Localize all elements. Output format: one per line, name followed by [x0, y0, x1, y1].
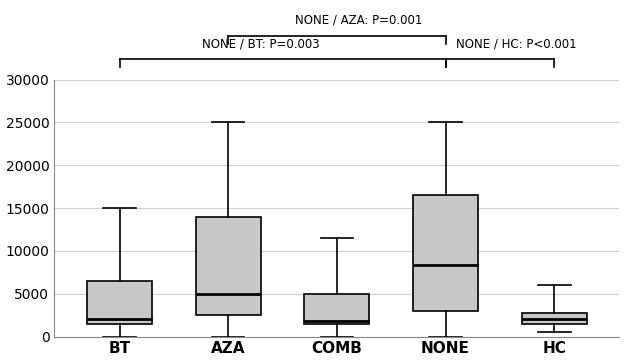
Text: NONE / AZA: P=0.001: NONE / AZA: P=0.001 [295, 14, 423, 27]
PathPatch shape [196, 217, 261, 315]
Text: NONE / BT: P=0.003: NONE / BT: P=0.003 [202, 37, 319, 50]
PathPatch shape [522, 313, 587, 324]
PathPatch shape [87, 281, 152, 324]
PathPatch shape [304, 294, 369, 324]
Text: NONE / HC: P<0.001: NONE / HC: P<0.001 [456, 37, 576, 50]
PathPatch shape [413, 195, 478, 311]
